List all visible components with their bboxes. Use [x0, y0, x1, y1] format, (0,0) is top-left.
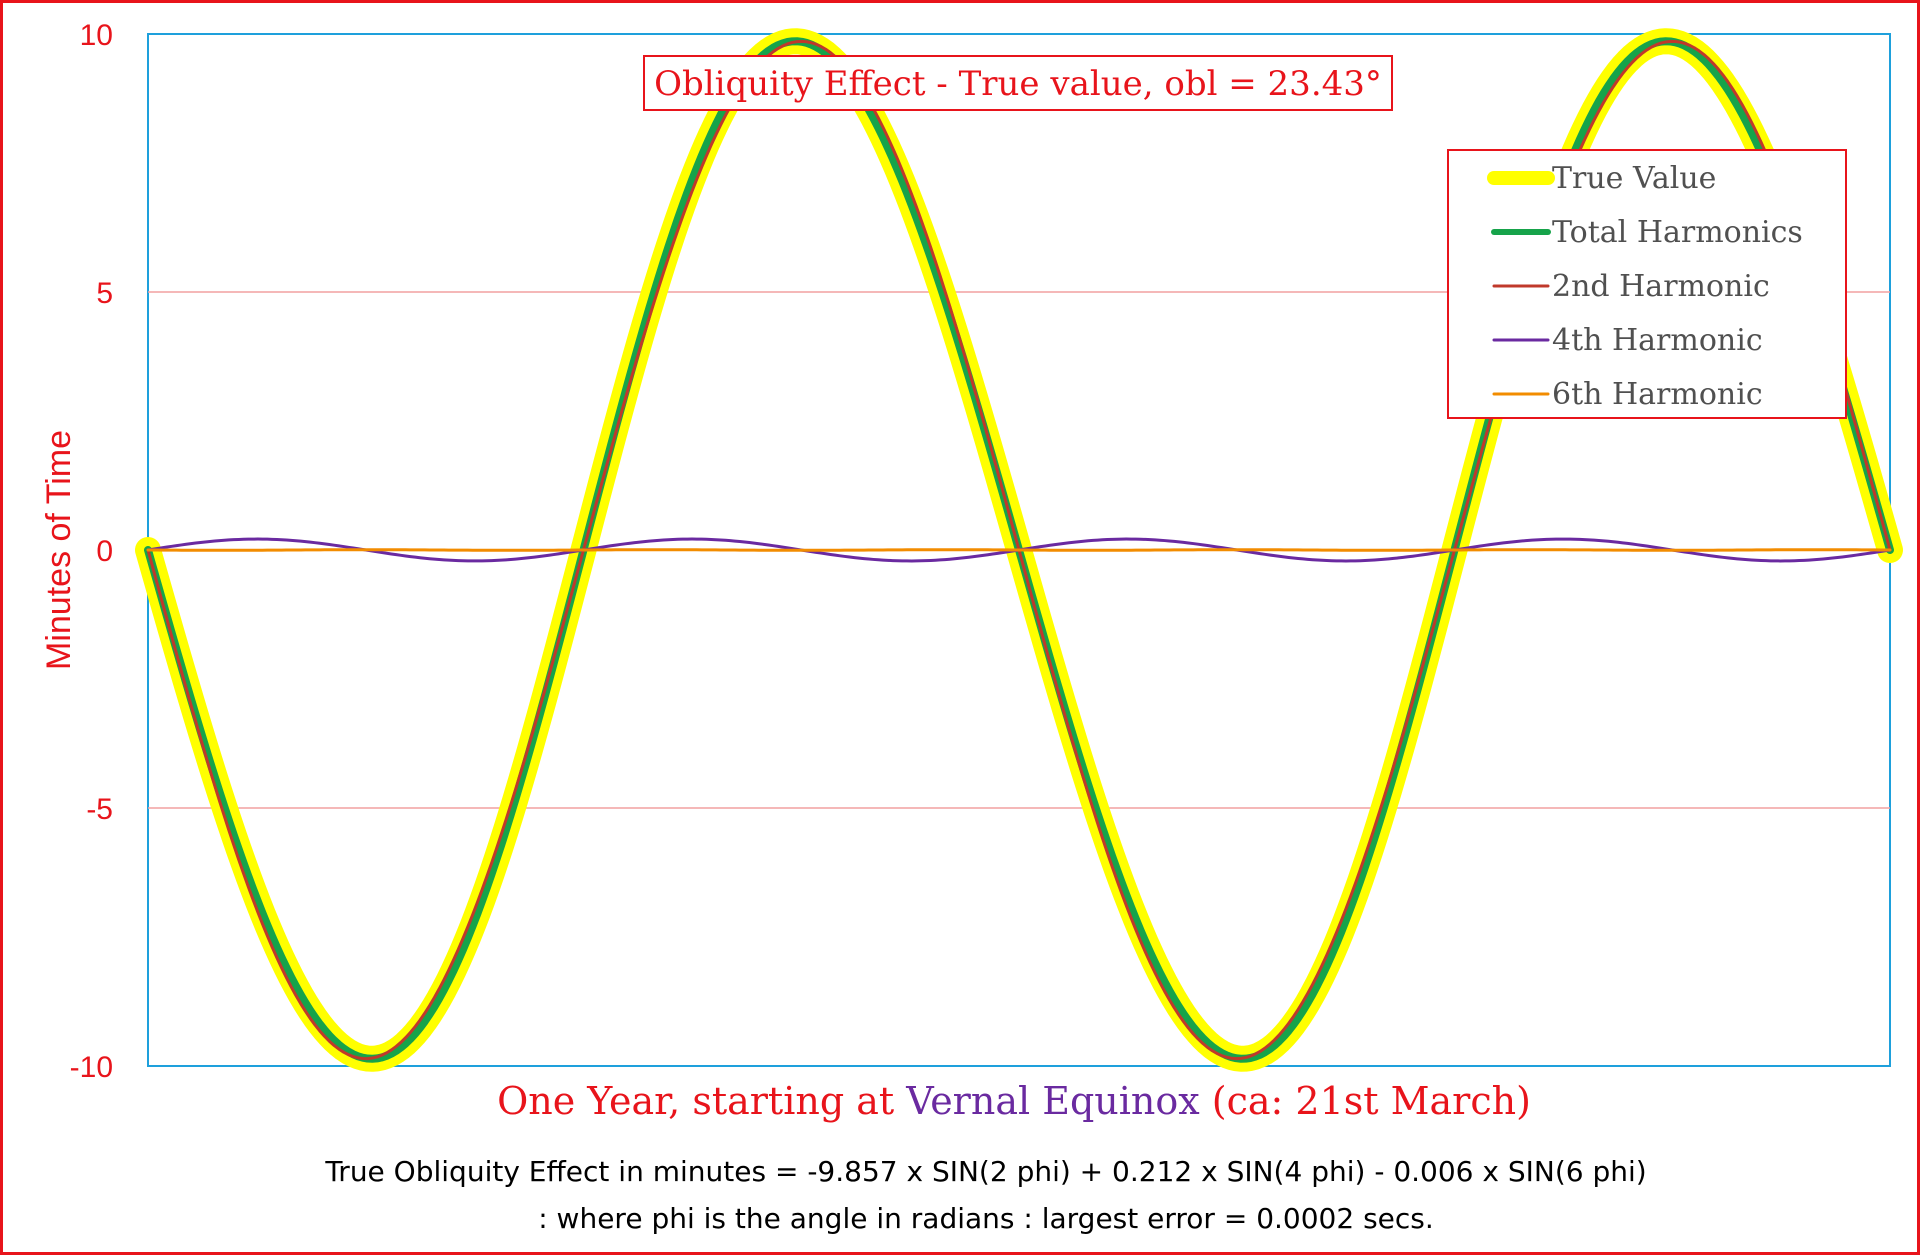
legend-label: 4th Harmonic — [1552, 323, 1763, 358]
y-tick-label: 5 — [96, 277, 113, 310]
legend-label: Total Harmonics — [1552, 215, 1803, 250]
title-box — [643, 55, 1393, 111]
x-axis-label-part: Vernal Equinox — [905, 1079, 1199, 1123]
x-axis-label-part: (ca: 21st March) — [1200, 1079, 1531, 1123]
y-tick-label: 10 — [80, 19, 113, 52]
y-tick-labels: 10 5 0 -5 -10 — [70, 19, 113, 1084]
chart-title: Obliquity Effect - True value, obl = 23.… — [654, 64, 1382, 104]
legend-label: 6th Harmonic — [1552, 377, 1763, 412]
series-line-6th-harmonic — [146, 548, 1892, 552]
legend-box — [1447, 149, 1847, 419]
series-layer — [135, 28, 1903, 1072]
legend: True Value Total Harmonics 2nd Harmonic 4th… — [1487, 161, 1803, 412]
y-axis-label: Minutes of Time — [40, 430, 78, 670]
legend-label: True Value — [1552, 161, 1716, 196]
x-axis-label-part: One Year, starting at — [497, 1079, 906, 1123]
y-tick-label: -5 — [86, 793, 113, 826]
x-axis-label: One Year, starting at Vernal Equinox (ca… — [497, 1079, 1531, 1123]
y-tick-label: -10 — [70, 1051, 113, 1084]
error-footnote: : where phi is the angle in radians : la… — [538, 1202, 1434, 1235]
y-tick-label: 0 — [96, 535, 113, 568]
formula-footnote: True Obliquity Effect in minutes = -9.85… — [324, 1155, 1646, 1188]
legend-label: 2nd Harmonic — [1552, 269, 1770, 304]
